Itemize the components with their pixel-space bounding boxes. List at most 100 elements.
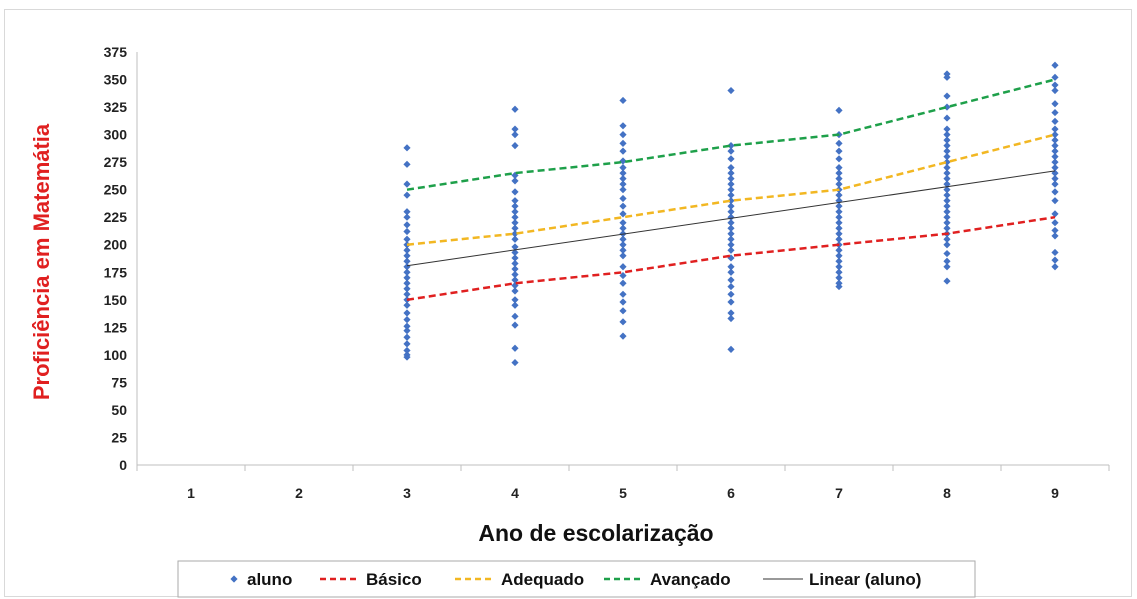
data-point-aluno [403, 351, 411, 359]
data-point-aluno [943, 213, 951, 221]
legend-label: Adequado [501, 570, 584, 589]
data-point-aluno [511, 213, 519, 221]
y-tick-label: 350 [104, 72, 128, 88]
data-point-aluno [403, 309, 411, 317]
data-point-aluno [1051, 153, 1059, 161]
data-point-aluno [727, 86, 735, 95]
x-tick-label: 2 [295, 485, 303, 501]
data-point-aluno [511, 142, 519, 150]
data-point-aluno [511, 208, 519, 216]
data-point-aluno [943, 263, 951, 271]
data-point-aluno [619, 271, 627, 280]
legend-label: Avançado [650, 570, 731, 589]
data-point-aluno [835, 191, 843, 199]
data-point-aluno [943, 125, 951, 133]
x-tick-label: 9 [1051, 485, 1059, 501]
data-point-aluno [1051, 86, 1059, 95]
data-point-aluno [835, 246, 843, 254]
data-point-aluno [943, 191, 951, 199]
data-point-aluno [727, 298, 735, 306]
data-point-aluno [403, 274, 411, 282]
data-point-aluno [943, 235, 951, 243]
data-point-aluno [1051, 175, 1059, 183]
data-point-aluno [943, 70, 951, 78]
data-point-aluno [727, 169, 735, 177]
data-point-aluno [1051, 164, 1059, 172]
data-point-aluno [1051, 256, 1059, 264]
data-point-aluno [403, 221, 411, 229]
data-point-aluno [1051, 169, 1059, 177]
data-point-aluno [619, 164, 627, 172]
y-axis-title: Proficiência em Matemátia [29, 123, 54, 400]
y-tick-label: 50 [111, 402, 127, 418]
data-point-aluno [1051, 147, 1059, 155]
data-point-aluno [511, 105, 519, 113]
y-tick-label: 150 [104, 292, 128, 308]
data-point-aluno [1051, 180, 1059, 188]
data-point-aluno [403, 246, 411, 254]
x-tick-label: 3 [403, 485, 411, 501]
y-tick-label: 0 [119, 457, 127, 473]
data-point-aluno [835, 139, 843, 148]
data-point-aluno [835, 235, 843, 243]
data-point-aluno [511, 235, 519, 243]
data-point-aluno [835, 252, 843, 260]
data-point-aluno [727, 186, 735, 194]
y-tick-label: 25 [111, 429, 127, 445]
data-point-aluno [1051, 197, 1059, 205]
data-point-aluno [727, 219, 735, 227]
x-tick-label: 8 [943, 485, 951, 501]
y-tick-label: 200 [104, 237, 128, 253]
y-tick-label: 325 [104, 99, 128, 115]
data-point-aluno [835, 106, 843, 114]
data-point-aluno [727, 241, 735, 249]
data-point-aluno [835, 147, 843, 155]
data-point-aluno [511, 358, 519, 367]
data-point-aluno [835, 274, 843, 282]
data-point-aluno [511, 177, 519, 185]
data-point-aluno [403, 285, 411, 293]
x-tick-label: 5 [619, 485, 627, 501]
data-point-aluno [1051, 232, 1059, 240]
data-point-aluno [727, 224, 735, 232]
data-point-aluno [511, 230, 519, 238]
data-point-aluno [403, 191, 411, 199]
data-point-aluno [835, 164, 843, 172]
data-point-aluno [619, 139, 627, 148]
data-point-aluno [619, 96, 627, 105]
data-point-aluno [727, 208, 735, 216]
data-point-aluno [835, 230, 843, 238]
data-point-aluno [403, 213, 411, 221]
data-point-aluno [943, 164, 951, 172]
data-point-aluno [943, 224, 951, 232]
data-point-aluno [403, 333, 411, 341]
data-point-aluno [619, 186, 627, 194]
data-point-aluno [1051, 125, 1059, 133]
y-tick-label: 375 [104, 44, 128, 60]
data-point-aluno [511, 219, 519, 227]
x-tick-label: 6 [727, 485, 735, 501]
axes [136, 52, 1110, 471]
data-point-aluno [727, 314, 735, 323]
data-point-aluno [943, 202, 951, 210]
data-point-aluno [511, 276, 519, 284]
data-point-aluno [943, 208, 951, 216]
data-point-aluno [619, 194, 627, 203]
data-point-aluno [511, 265, 519, 273]
data-point-aluno [835, 208, 843, 216]
data-point-aluno [511, 344, 519, 352]
data-point-aluno [403, 316, 411, 324]
y-tick-label: 125 [104, 319, 128, 335]
data-point-aluno [619, 332, 627, 340]
legend-box [177, 560, 976, 598]
data-point-aluno [403, 252, 411, 260]
series-line-b-sico [406, 215, 1056, 302]
data-point-aluno [943, 114, 951, 122]
data-point-aluno [511, 287, 519, 295]
data-point-aluno [943, 169, 951, 177]
data-point-aluno [619, 318, 627, 326]
data-point-aluno [403, 322, 411, 330]
data-point-aluno [511, 197, 519, 205]
data-point-aluno [943, 153, 951, 161]
